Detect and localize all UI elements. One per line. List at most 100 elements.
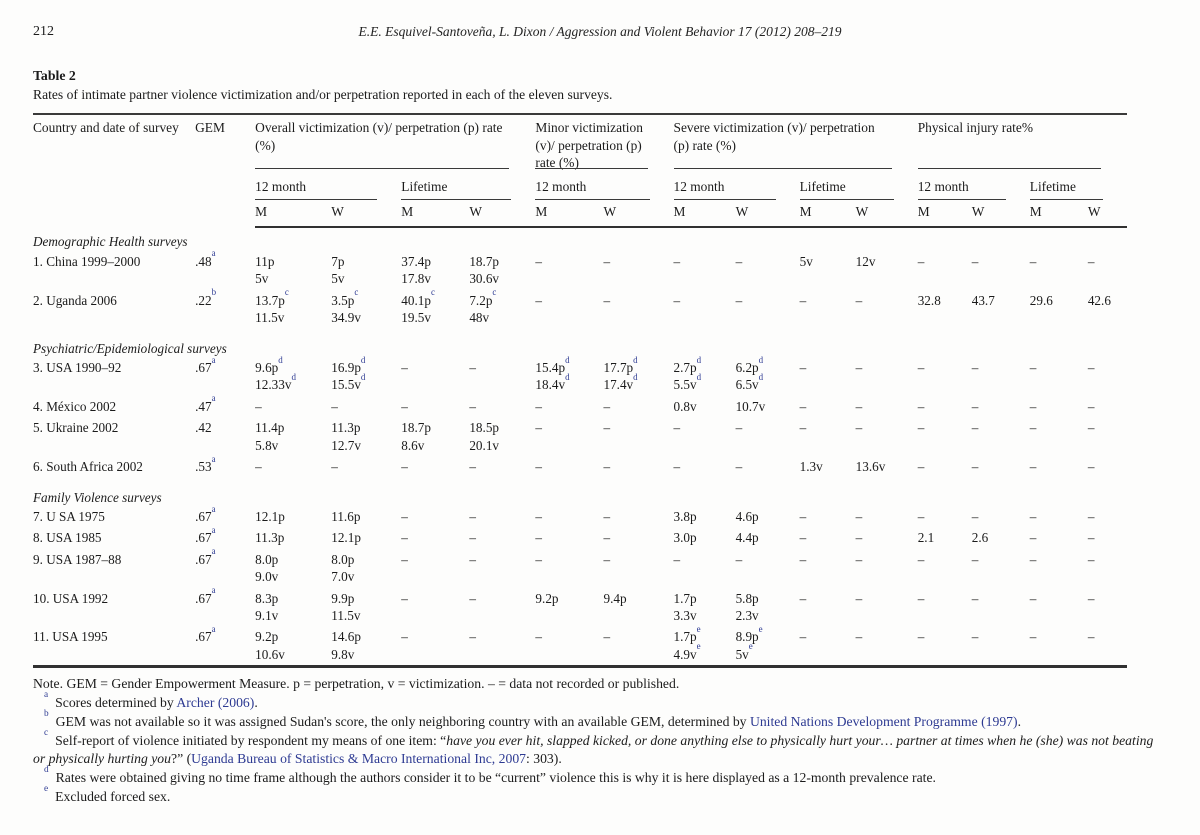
- rate-cell: –: [971, 398, 979, 414]
- rate-cell: –: [855, 292, 863, 308]
- rate-cell: –: [971, 420, 979, 436]
- rate-cell: 11.3p: [255, 530, 285, 546]
- col-header-men: M: [1029, 199, 1088, 229]
- rate-cell: –: [603, 629, 611, 645]
- table-row: 5. Ukraine 2002 .42 11.4p 5.8v 11.3p 12.7v 18.…: [33, 417, 1127, 456]
- rate-cell: –: [855, 629, 863, 645]
- table-row: 7. U SA 1975 .67a 12.1p 11.6p – – – – 3.8p 4.6p – –…: [33, 504, 1127, 527]
- rate-cell: –: [799, 359, 807, 375]
- footnote-marker: e: [44, 784, 49, 795]
- rate-cell: 13.7pc 11.5v: [255, 287, 289, 326]
- citation-link[interactable]: Archer (2006): [176, 695, 255, 711]
- rate-cell: –: [1087, 398, 1095, 414]
- rate-cell: 12v: [855, 253, 876, 269]
- survey-name: 8. USA 1985: [33, 530, 102, 546]
- rate-cell: –: [535, 292, 543, 308]
- rate-cell: –: [1087, 551, 1095, 567]
- rate-cell: 29.6: [1029, 292, 1053, 308]
- footnote-marker: b: [44, 709, 49, 720]
- footnote-marker: d: [44, 765, 49, 776]
- section-header-row: Demographic Health surveys: [33, 227, 1127, 250]
- table-row: 8. USA 1985 .67a 11.3p 12.1p – – – – 3.0p 4.4p – – 2…: [33, 525, 1127, 548]
- rate-cell: 14.6p 9.8v: [331, 629, 361, 662]
- rate-cell: –: [401, 629, 408, 645]
- rate-cell: 4.6p: [735, 508, 759, 524]
- rate-cell: 9.6pd 12.33vd: [255, 354, 296, 393]
- rate-cell: –: [603, 459, 611, 475]
- section-header-row: Psychiatric/Epidemiological surveys: [33, 329, 1127, 357]
- rate-cell: –: [799, 590, 807, 606]
- rate-cell: 9.2p: [535, 590, 559, 606]
- rate-cell: –: [1087, 508, 1095, 524]
- rate-cell: –: [535, 629, 543, 645]
- rate-cell: 12.1p: [331, 530, 361, 546]
- gem-value: .67a: [195, 624, 216, 645]
- rate-cell: 15.4pd 18.4vd: [535, 354, 570, 393]
- rate-cell: –: [673, 459, 681, 475]
- citation-link[interactable]: United Nations Development Programme (19…: [749, 713, 1018, 729]
- footnote-text: Self-report of violence initiated by res…: [55, 732, 447, 748]
- period-header-row: 12 month Lifetime 12 month 12 month Lifetime…: [33, 172, 1127, 200]
- rate-cell: –: [855, 530, 863, 546]
- rate-cell: –: [469, 530, 476, 546]
- rate-cell: 32.8: [917, 292, 941, 308]
- rate-cell: 43.7: [971, 292, 995, 308]
- rate-cell: –: [917, 459, 925, 475]
- rate-cell: –: [735, 292, 743, 308]
- table-label: Table 2: [33, 68, 76, 83]
- rate-cell: –: [535, 530, 543, 546]
- footnote-text: : 303).: [526, 751, 562, 767]
- col-header-men: M: [799, 199, 856, 229]
- footnote-text: Scores determined by: [55, 695, 177, 711]
- period-header: Lifetime: [799, 172, 918, 200]
- survey-name: 4. México 2002: [33, 398, 117, 414]
- period-header: 12 month: [535, 172, 673, 200]
- rate-cell: –: [971, 253, 979, 269]
- rate-cell: 0.8v: [673, 398, 697, 414]
- rate-cell: –: [401, 530, 408, 546]
- rate-cell: 42.6: [1087, 292, 1111, 308]
- rate-cell: –: [469, 551, 476, 567]
- table-body: Demographic Health surveys 1. China 1999–…: [33, 227, 1127, 666]
- rate-cell: 37.4p 17.8v: [401, 253, 431, 287]
- col-group-minor: Minor victimization (v)/ perpetration (p…: [535, 114, 673, 172]
- col-header-men: M: [917, 199, 972, 229]
- period-header: 12 month: [255, 172, 401, 200]
- rate-cell: –: [799, 420, 807, 436]
- col-group-physical: Physical injury rate%: [917, 114, 1127, 172]
- col-header-women: W: [971, 199, 1030, 229]
- footnote-marker: c: [44, 727, 49, 738]
- survey-name: 1. China 1999–2000: [33, 253, 141, 269]
- gem-value: .48a: [195, 248, 216, 269]
- rate-cell: –: [1087, 359, 1095, 375]
- rate-cell: –: [799, 629, 807, 645]
- col-header-gem: GEM: [195, 120, 225, 135]
- rate-cell: 2.7pd 5.5vd: [673, 354, 702, 393]
- rate-cell: 7.2pc 48v: [469, 287, 497, 326]
- rate-cell: 18.5p 20.1v: [469, 420, 499, 453]
- rate-cell: 8.0p 7.0v: [331, 551, 355, 585]
- rate-cell: –: [971, 359, 979, 375]
- rate-cell: 1.3v: [799, 459, 823, 475]
- rate-cell: –: [1029, 398, 1037, 414]
- rate-cell: –: [917, 359, 925, 375]
- rate-cell: 11p 5v: [255, 253, 275, 287]
- survey-name: 10. USA 1992: [33, 590, 109, 606]
- table-row: 1. China 1999–2000 .48a 11p 5v 7p 5v 37.4p 17.8…: [33, 248, 1127, 290]
- rate-cell: 5v: [799, 253, 813, 269]
- period-header: Lifetime: [401, 172, 535, 200]
- rate-cell: –: [603, 551, 611, 567]
- rate-cell: –: [535, 551, 543, 567]
- citation-link[interactable]: Uganda Bureau of Statistics & Macro Inte…: [191, 751, 527, 767]
- rate-cell: –: [855, 359, 863, 375]
- rate-cell: –: [535, 420, 543, 436]
- rate-cell: 2.6: [971, 530, 989, 546]
- survey-name: 11. USA 1995: [33, 629, 108, 645]
- rate-cell: –: [799, 551, 807, 567]
- rate-cell: –: [1029, 551, 1037, 567]
- rate-cell: –: [673, 292, 681, 308]
- rate-cell: –: [469, 459, 476, 475]
- rate-cell: –: [469, 590, 476, 606]
- footnote-text: .: [254, 695, 258, 711]
- rate-cell: –: [535, 459, 543, 475]
